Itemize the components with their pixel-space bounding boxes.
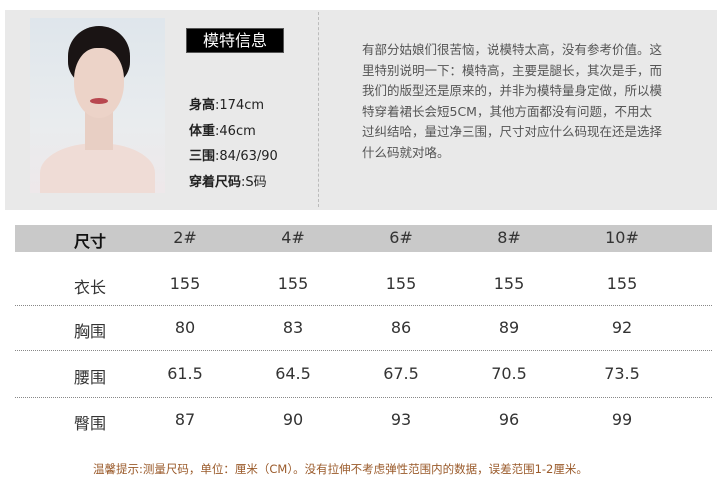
table-cell: 96 — [498, 410, 520, 429]
table-cell: 155 — [606, 274, 638, 293]
table-cell: 155 — [277, 274, 309, 293]
table-cell: 61.5 — [167, 364, 203, 383]
divider — [318, 12, 319, 207]
table-cell: 93 — [390, 410, 412, 429]
measurement-note: 温馨提示:测量尺码，单位：厘米（CM）。没有拉伸不考虑弹性范围内的数据，误差范围… — [93, 462, 588, 476]
table-cell: 99 — [611, 410, 633, 429]
header-size: 6# — [389, 228, 413, 247]
header-label: 尺寸 — [73, 232, 106, 251]
row-separator — [15, 350, 712, 351]
row-label: 腰围 — [73, 368, 106, 387]
table-cell: 155 — [385, 274, 417, 293]
stat-height: 身高:174cm — [189, 98, 265, 113]
table-cell: 86 — [390, 318, 412, 337]
table-cell: 92 — [611, 318, 633, 337]
table-cell: 89 — [498, 318, 520, 337]
row-label: 胸围 — [73, 322, 106, 341]
table-cell: 67.5 — [383, 364, 419, 383]
table-cell: 87 — [174, 410, 196, 429]
table-cell: 83 — [282, 318, 304, 337]
row-label: 臀围 — [73, 414, 106, 433]
header-size: 4# — [281, 228, 305, 247]
header-size: 8# — [497, 228, 521, 247]
stat-weight: 体重:46cm — [189, 123, 256, 139]
table-cell: 155 — [169, 274, 201, 293]
stat-size-worn: 穿着尺码:S码 — [189, 174, 267, 190]
model-description: 有部分姑娘们很苦恼，说模特太高，没有参考价值。这里特别说明一下：模特高，主要是腿… — [362, 42, 663, 160]
header-size: 2# — [173, 228, 197, 247]
model-stats: 身高:174cm 体重:46cm 三围:84/63/90 穿着尺码:S码 — [189, 93, 278, 195]
row-separator — [15, 305, 712, 306]
row-separator — [15, 397, 712, 398]
table-cell: 155 — [493, 274, 525, 293]
model-info-title: 模特信息 — [186, 28, 284, 53]
row-label: 衣长 — [73, 278, 106, 297]
size-table-header — [15, 225, 712, 252]
table-cell: 73.5 — [604, 364, 640, 383]
table-cell: 64.5 — [275, 364, 311, 383]
table-cell: 80 — [174, 318, 196, 337]
table-cell: 70.5 — [491, 364, 527, 383]
table-cell: 90 — [282, 410, 304, 429]
stat-measurements: 三围:84/63/90 — [189, 149, 278, 164]
header-size: 10# — [605, 228, 639, 247]
model-photo — [30, 18, 165, 193]
